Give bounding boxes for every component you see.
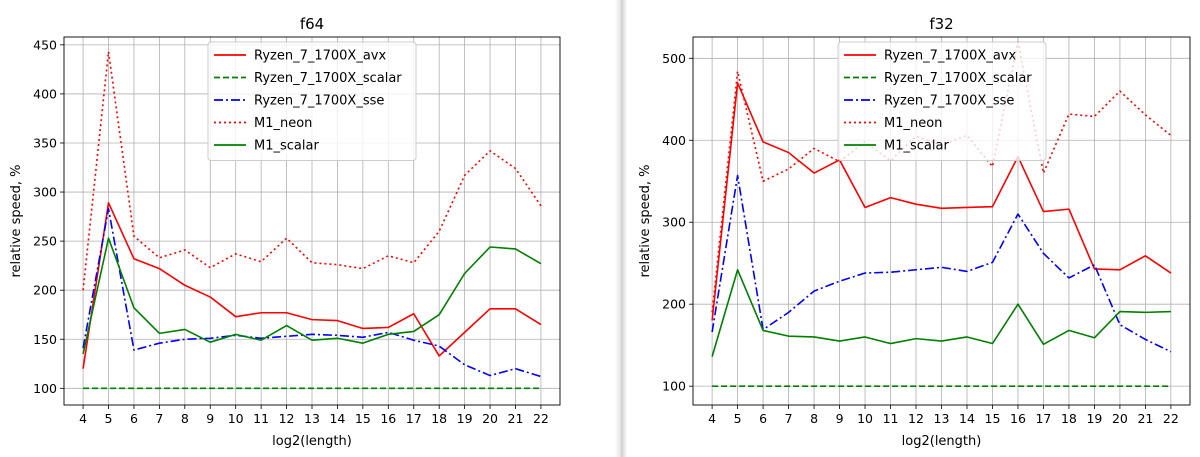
y-tick-label: 300 bbox=[662, 215, 686, 230]
x-tick-label: 18 bbox=[431, 411, 447, 426]
x-tick-label: 22 bbox=[533, 411, 549, 426]
y-tick-label: 100 bbox=[33, 381, 57, 396]
x-tick-label: 8 bbox=[181, 411, 189, 426]
y-tick-label: 200 bbox=[33, 283, 57, 298]
x-tick-label: 5 bbox=[105, 411, 113, 426]
x-tick-label: 22 bbox=[1163, 411, 1179, 426]
legend-label: Ryzen_7_1700X_scalar bbox=[254, 71, 402, 86]
series-line-m1-scalar bbox=[82, 237, 542, 355]
x-tick-label: 7 bbox=[785, 411, 793, 426]
series-line-ryzen-7-1700x-avx bbox=[711, 82, 1172, 321]
x-tick-label: 11 bbox=[253, 411, 269, 426]
x-tick-label: 17 bbox=[406, 411, 422, 426]
chart-title: f64 bbox=[300, 15, 324, 33]
legend-label: M1_neon bbox=[884, 116, 942, 131]
series-group bbox=[82, 50, 542, 390]
x-tick-label: 11 bbox=[883, 411, 899, 426]
y-tick-label: 300 bbox=[33, 185, 57, 200]
legend: Ryzen_7_1700X_avx Ryzen_7_1700X_scalar Ryz… bbox=[207, 41, 417, 161]
legend-label: M1_neon bbox=[254, 116, 312, 131]
series-line-m1-scalar bbox=[711, 268, 1171, 357]
x-tick-label: 8 bbox=[810, 411, 818, 426]
x-tick-label: 15 bbox=[985, 411, 1001, 426]
x-tick-label: 13 bbox=[304, 411, 320, 426]
x-tick-label: 16 bbox=[1010, 411, 1026, 426]
y-tick-label: 400 bbox=[662, 133, 686, 148]
x-tick-label: 12 bbox=[908, 411, 924, 426]
legend-label: M1_scalar bbox=[254, 139, 319, 154]
y-tick-label: 250 bbox=[33, 234, 57, 249]
y-tick-label: 500 bbox=[662, 51, 686, 66]
x-tick-label: 19 bbox=[457, 411, 473, 426]
x-tick-label: 17 bbox=[1035, 411, 1051, 426]
chart-title: f32 bbox=[929, 15, 953, 33]
x-tick-label: 5 bbox=[734, 411, 742, 426]
panel-divider bbox=[615, 0, 627, 457]
y-axis-label: relative speed, % bbox=[9, 164, 24, 277]
legend-label: Ryzen_7_1700X_scalar bbox=[884, 71, 1032, 86]
x-tick-label: 4 bbox=[708, 411, 716, 426]
y-tick-label: 150 bbox=[33, 332, 57, 347]
x-tick-label: 14 bbox=[329, 411, 345, 426]
x-tick-label: 9 bbox=[206, 411, 214, 426]
legend-label: M1_scalar bbox=[884, 139, 949, 154]
x-tick-label: 19 bbox=[1086, 411, 1102, 426]
series-line-ryzen-7-1700x-sse bbox=[82, 207, 542, 378]
plot-frame bbox=[63, 36, 561, 406]
series-line-m1-neon bbox=[82, 50, 542, 291]
legend-box bbox=[837, 41, 1047, 161]
legend-label: Ryzen_7_1700X_sse bbox=[254, 94, 384, 109]
x-tick-label: 6 bbox=[130, 411, 138, 426]
y-tick-label: 100 bbox=[662, 379, 686, 394]
x-tick-label: 6 bbox=[759, 411, 767, 426]
x-tick-label: 20 bbox=[482, 411, 498, 426]
series-line-ryzen-7-1700x-avx bbox=[82, 202, 542, 369]
x-tick-label: 21 bbox=[1137, 411, 1153, 426]
x-tick-label: 9 bbox=[836, 411, 844, 426]
legend-label: Ryzen_7_1700X_sse bbox=[884, 94, 1014, 109]
legend: Ryzen_7_1700X_avx Ryzen_7_1700X_scalar Ryz… bbox=[837, 41, 1047, 161]
y-tick-label: 350 bbox=[33, 135, 57, 150]
x-tick-label: 18 bbox=[1061, 411, 1077, 426]
chart-0: 4 5 6 7 8 9 10 11 12 13 14 15 16 17 18 19 20 21 22 100 150 20… bbox=[9, 15, 561, 449]
x-tick-label: 15 bbox=[355, 411, 371, 426]
x-tick-label: 7 bbox=[155, 411, 163, 426]
x-tick-label: 20 bbox=[1112, 411, 1128, 426]
legend-label: Ryzen_7_1700X_avx bbox=[254, 49, 386, 64]
x-tick-label: 21 bbox=[508, 411, 524, 426]
x-axis-label: log2(length) bbox=[902, 434, 982, 449]
x-axis-label: log2(length) bbox=[272, 434, 352, 449]
x-tick-label: 14 bbox=[959, 411, 975, 426]
x-tick-label: 10 bbox=[857, 411, 873, 426]
legend-box bbox=[207, 41, 417, 161]
x-tick-label: 12 bbox=[279, 411, 295, 426]
series-line-ryzen-7-1700x-sse bbox=[711, 174, 1172, 353]
y-axis-label: relative speed, % bbox=[638, 164, 653, 277]
x-tick-label: 13 bbox=[934, 411, 950, 426]
plot-frame bbox=[692, 36, 1191, 406]
y-tick-label: 200 bbox=[662, 297, 686, 312]
x-tick-label: 16 bbox=[380, 411, 396, 426]
x-tick-label: 4 bbox=[79, 411, 87, 426]
chart-1: 4 5 6 7 8 9 10 11 12 13 14 15 16 17 18 19 20 21 22 100 200 30… bbox=[638, 15, 1191, 449]
x-tick-label: 10 bbox=[228, 411, 244, 426]
legend-label: Ryzen_7_1700X_avx bbox=[884, 49, 1016, 64]
y-tick-label: 400 bbox=[33, 86, 57, 101]
y-tick-label: 450 bbox=[33, 37, 57, 52]
